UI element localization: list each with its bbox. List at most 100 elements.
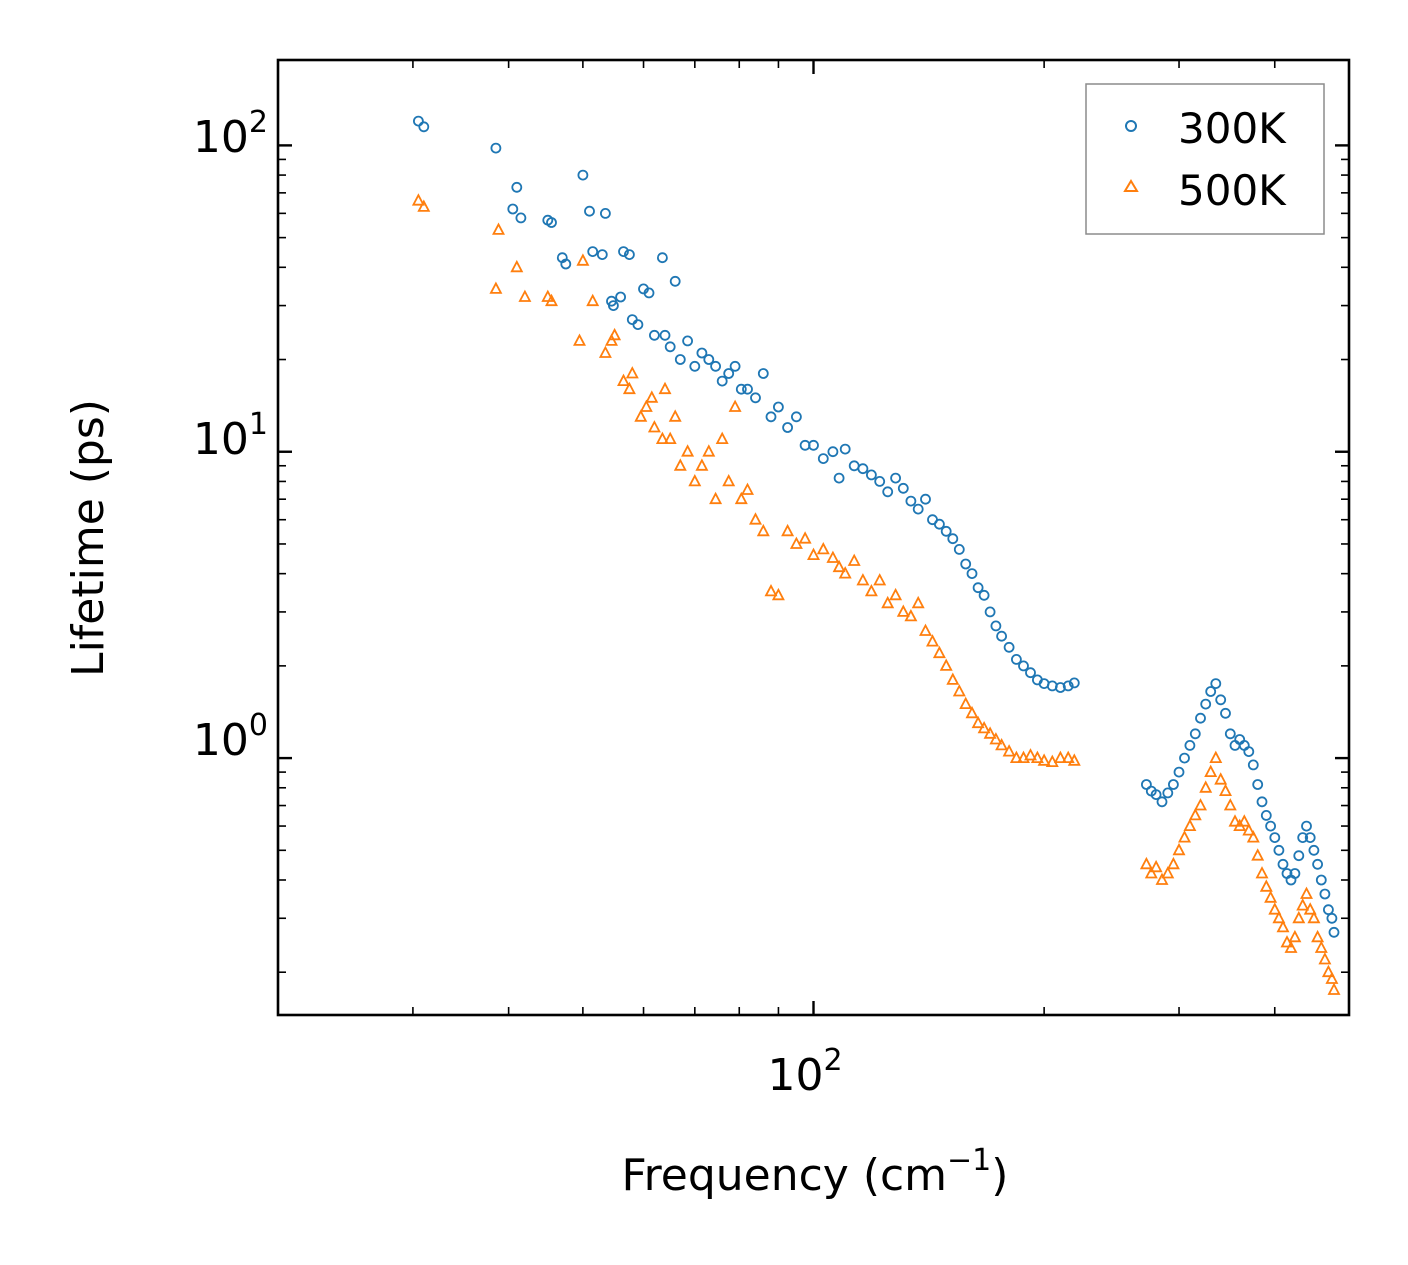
axis-ticks [277,60,1350,1015]
point-300k [716,375,728,387]
point-500k [798,531,812,544]
point-500k [1296,898,1310,911]
point-500k [1030,750,1044,763]
point-500k [847,553,861,566]
point-500k [1284,940,1298,953]
point-500k [625,366,639,379]
point-300k [1150,789,1162,800]
point-500k [971,715,985,729]
point-300k [1326,912,1338,924]
point-300k [839,443,851,455]
point-500k [959,696,973,709]
point-300k [618,246,629,258]
point-300k [1312,858,1323,870]
y-tick-label-10: 101 [193,407,268,465]
point-500k [1139,856,1153,870]
point-300k [710,360,721,372]
point-300k [1289,868,1301,879]
point-500k [1264,890,1278,903]
point-500k [1219,783,1232,796]
point-300k [1189,728,1201,740]
point-300k [905,495,917,507]
point-300k [1210,678,1222,689]
point-500k [983,726,997,739]
point-300k [897,482,909,494]
point-500k [873,573,887,586]
point-300k [1215,694,1227,706]
point-300k [577,169,589,181]
point-300k [600,207,611,219]
point-500k [545,293,558,307]
point-500k [573,333,586,346]
point-300k [857,463,869,475]
point-300k [643,287,655,299]
point-300k [624,249,635,261]
point-300k [1247,759,1259,771]
point-500k [1166,856,1180,870]
point-300k [682,335,693,347]
point-500k [1209,750,1223,763]
point-300k [1265,820,1276,832]
point-300k [1200,698,1212,710]
point-500k [617,373,630,386]
point-300k [1273,844,1285,856]
point-500k [1300,886,1313,899]
point-500k [1002,744,1016,757]
point-500k [639,399,653,412]
point-500k [1161,866,1175,879]
x-axis-title: Frequency (cm−1) [622,1143,1009,1201]
y-tick-label-1: 100 [193,708,268,766]
point-500k [1237,814,1251,827]
point-500k [655,431,669,444]
point-300k [990,620,1002,632]
point-500k [1318,952,1332,965]
point-500k [771,587,785,601]
point-300k [1055,682,1066,693]
point-500k [1314,940,1328,953]
point-300k [866,469,877,481]
point-500k [989,732,1003,745]
point-300k [940,525,952,537]
point-500k [816,541,830,555]
point-300k [1269,832,1281,843]
point-500k [1061,750,1075,763]
point-300k [742,383,753,395]
point-300k [1308,844,1320,856]
point-500k [1268,902,1282,915]
point-500k [764,583,778,597]
point-500k [647,420,661,433]
point-500k [695,458,709,471]
point-300k [953,544,965,555]
point-500k [741,482,754,495]
point-500k [1204,764,1218,777]
point-500k [1259,879,1273,892]
point-300k [1018,660,1029,672]
point-300k [996,630,1007,642]
point-300k [1205,686,1217,697]
point-500k [1067,753,1081,766]
point-500k [1178,830,1191,843]
point-300k [947,533,959,545]
point-300k [511,181,523,193]
point-500k [489,281,503,294]
point-500k [932,645,946,659]
point-300k [649,329,660,341]
point-300k [1173,766,1185,778]
point-500k [911,595,925,609]
y-tick-label-100: 102 [193,105,268,163]
point-300k [1277,858,1289,870]
point-300k [773,401,784,413]
point-500k [645,390,659,403]
point-500k [946,672,960,685]
point-500k [1246,830,1260,843]
point-300k [490,142,502,154]
y-tick-labels: 102 101 100 [193,105,268,766]
point-500k [702,444,716,457]
point-500k [715,431,729,444]
point-300k [735,383,747,395]
point-300k [972,582,984,594]
point-500k [492,222,505,235]
point-300k [978,589,990,601]
point-300k [657,252,668,264]
legend-marker-500k [1123,179,1139,192]
